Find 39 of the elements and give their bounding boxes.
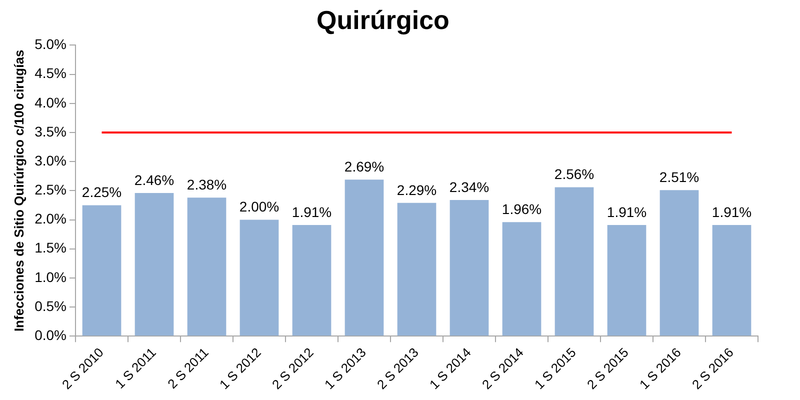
data-label: 2.46%	[134, 172, 174, 188]
y-tick-label: 4.0%	[34, 94, 67, 110]
y-tick-label: 1.0%	[34, 268, 67, 285]
chart-title: Quirúrgico	[316, 4, 450, 35]
bar	[554, 187, 594, 336]
y-tick-label: 0.0%	[34, 327, 67, 344]
y-tick-label: 5.0%	[34, 36, 67, 52]
y-tick-label: 2.0%	[34, 210, 67, 227]
y-axis-title: Infecciones de Sitio Quirúrgico c/100 cirugías	[11, 50, 26, 332]
data-label: 1.91%	[606, 204, 647, 220]
bar	[187, 198, 226, 336]
data-label: 2.00%	[239, 198, 280, 215]
bar	[292, 225, 332, 336]
data-label: 1.91%	[712, 204, 752, 220]
data-label: 2.34%	[449, 178, 490, 195]
bar	[82, 205, 122, 336]
bar	[450, 200, 489, 336]
bar	[397, 202, 436, 336]
data-label: 2.38%	[186, 176, 227, 193]
bar	[344, 180, 384, 336]
data-label: 2.51%	[659, 168, 700, 185]
data-label: 1.96%	[502, 200, 542, 217]
y-tick-label: 1.5%	[34, 240, 67, 256]
y-tick-label: 4.5%	[34, 65, 67, 82]
data-label: 1.91%	[292, 204, 332, 220]
y-tick-label: 3.5%	[34, 123, 67, 140]
y-tick-label: 0.5%	[34, 298, 67, 314]
bar	[660, 190, 699, 336]
bar	[502, 222, 542, 336]
y-tick-label: 2.5%	[34, 182, 67, 198]
data-label: 2.29%	[396, 182, 437, 198]
bar	[607, 225, 646, 336]
bar	[712, 225, 752, 336]
data-label: 2.56%	[554, 166, 594, 182]
y-tick-label: 3.0%	[34, 152, 67, 168]
data-label: 2.69%	[344, 158, 384, 174]
bar	[240, 220, 279, 336]
bar	[134, 193, 174, 336]
data-label: 2.25%	[82, 184, 122, 200]
